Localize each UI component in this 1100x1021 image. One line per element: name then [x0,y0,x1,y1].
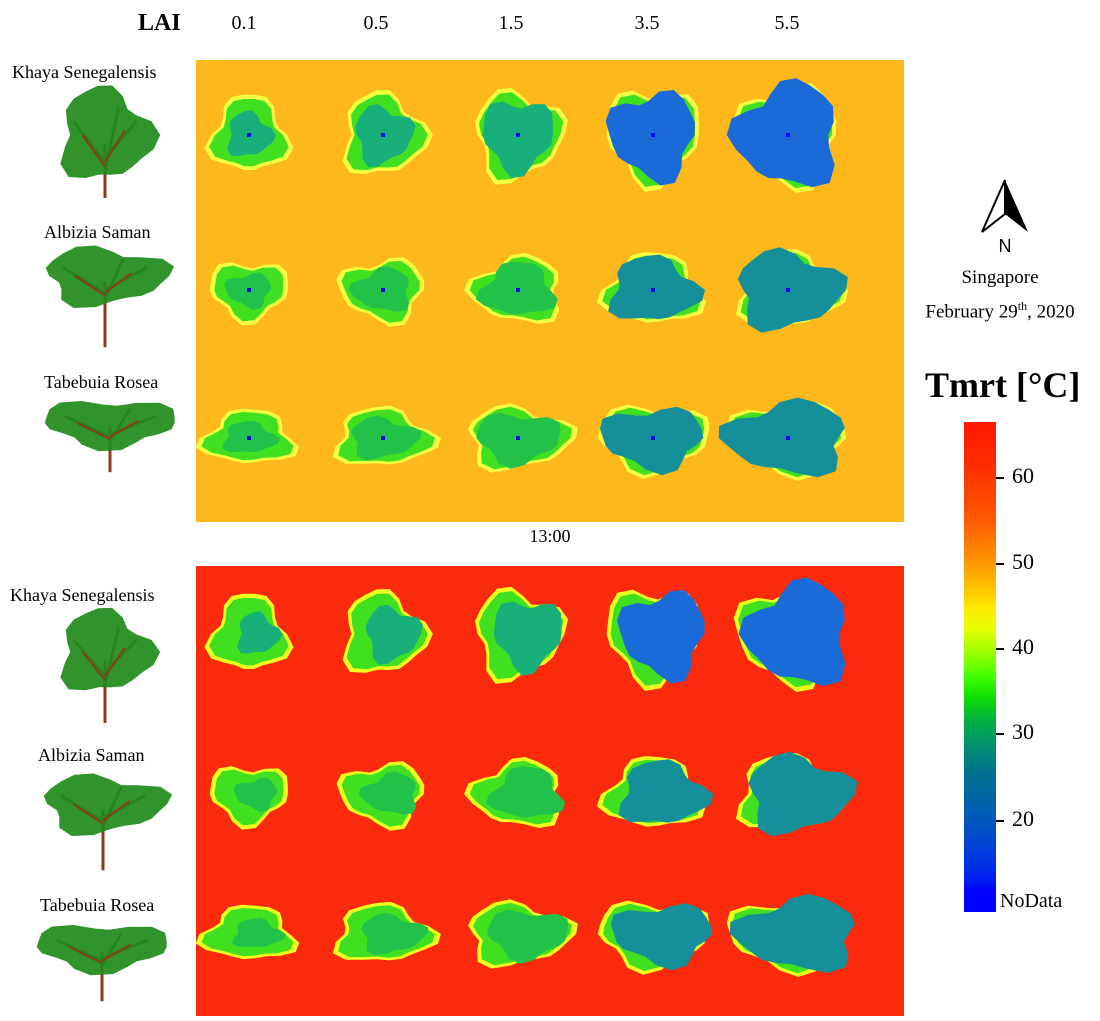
tree-branches [77,419,140,440]
colorbar-tick-30 [996,733,1004,735]
shadow-inner [361,912,429,956]
shadow-inner [358,771,417,815]
lai-value-4: 5.5 [774,12,800,34]
tree-crown [43,773,173,836]
shadow-inner [738,247,848,333]
shadow-inner [348,266,410,312]
shadow-inner [476,412,561,469]
colorbar-tick-40 [996,648,1004,650]
tree-crown [60,607,161,691]
colorbar-nodata-label: NoData [1000,890,1063,912]
tree-label-tabebuia-bottom: Tabebuia Rosea [40,895,155,915]
colorbar-label-40: 40 [1012,634,1034,659]
trunk-nodata-mark [247,436,251,440]
shadow-inner [493,601,562,676]
tree-label-albizia-top: Albizia Saman [44,222,151,242]
date-suffix: , 2020 [1027,301,1075,323]
trunk-nodata-mark [247,288,251,292]
tree-illustrations [36,85,175,1002]
lai-value-0: 0.1 [231,12,257,34]
colorbar-tick-20 [996,820,1004,822]
shadow-inner [355,104,416,168]
north-arrow-icon: N [981,179,1028,256]
tmrt-map-bottom [196,566,904,1016]
shadow-inner [738,577,846,686]
shadow-inner [222,420,281,453]
trunk-nodata-mark [786,288,790,292]
tree-label-albizia-bottom: Albizia Saman [38,745,145,765]
trunk-nodata-mark [381,133,385,137]
shadow-inner [227,110,277,157]
lai-title: LAI [138,10,181,36]
tree-crown [44,401,175,452]
lai-value-2: 1.5 [498,12,524,34]
shadow-inner [482,101,553,179]
trunk-nodata-mark [516,288,520,292]
date-sup: th [1017,299,1028,313]
tree-icon [60,607,161,723]
tree-branches [81,129,126,168]
trunk-nodata-mark [786,133,790,137]
tree-icon [44,401,175,473]
tree-branches [69,943,132,964]
tree-crown [45,245,175,308]
shadow-inner [237,611,283,654]
tree-branches [81,647,126,681]
colorbar-tick-60 [996,477,1004,479]
colorbar-tick-50 [996,563,1004,565]
shadow-inner [718,397,845,478]
tree-icon [43,773,173,871]
tree-label-khaya-top: Khaya Senegalensis [12,62,157,82]
tree-icon [45,245,175,348]
shadow-inner [232,918,286,948]
shadow-inner [485,766,566,818]
lai-value-1: 0.5 [363,12,389,34]
colorbar-label-60: 60 [1012,463,1034,488]
trunk-nodata-mark [651,133,655,137]
tree-crown [60,85,161,178]
shadow-inner [748,751,858,837]
date-prefix: February 29 [925,301,1018,323]
compass-letter: N [999,236,1012,256]
trunk-nodata-mark [651,436,655,440]
colorbar-label-20: 20 [1012,806,1034,831]
shadow-inner [233,777,277,813]
colorbar-label-30: 30 [1012,719,1034,744]
tree-label-khaya-bottom: Khaya Senegalensis [10,585,155,605]
shadow-inner [365,604,423,665]
trunk-nodata-mark [247,133,251,137]
colorbar-label-50: 50 [1012,549,1034,574]
lai-value-3: 3.5 [634,12,660,34]
trunk-nodata-mark [651,288,655,292]
colorbar-title: Tmrt [°C] [925,365,1081,405]
tree-branches [72,800,130,825]
shadow-inner [599,406,704,476]
tmrt-map-top [196,60,904,522]
shadow-inner [729,893,855,973]
shadow-inner [487,909,569,964]
tree-label-tabebuia-top: Tabebuia Rosea [44,372,159,392]
trunk-nodata-mark [381,288,385,292]
trunk-nodata-mark [516,436,520,440]
shadow-inner [605,90,695,186]
colorbar [964,422,996,912]
location-place: Singapore [961,267,1039,288]
tree-icon [36,925,167,1002]
location-date: February 29th, 2020 [900,293,1100,325]
shadow-inner [608,254,705,320]
tree-crown [36,925,167,976]
tree-branches [74,272,132,297]
shadow-inner [617,589,705,684]
time-label: 13:00 [529,526,571,546]
shadow-inner [726,78,835,188]
shadow-inner [610,903,713,971]
trunk-nodata-mark [381,436,385,440]
shadow-inner [350,415,422,461]
shadow-inner [618,759,714,823]
tree-icon [60,85,161,198]
trunk-nodata-mark [786,436,790,440]
trunk-nodata-mark [516,133,520,137]
